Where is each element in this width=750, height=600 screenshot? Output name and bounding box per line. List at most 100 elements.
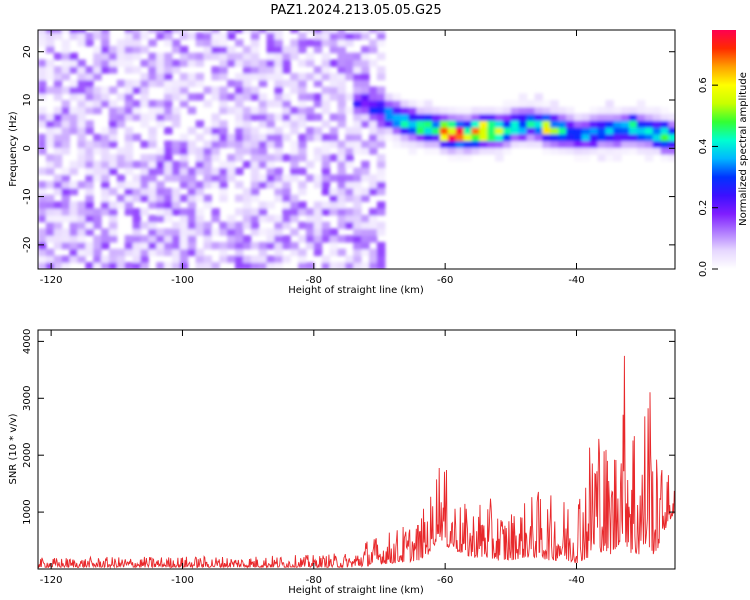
heatmap-cell	[424, 113, 433, 121]
heatmap-cell	[337, 113, 346, 121]
heatmap-cell	[77, 221, 86, 230]
heatmap-cell	[274, 86, 283, 94]
heatmap-cell	[187, 208, 197, 216]
heatmap-cell	[432, 106, 441, 115]
heatmap-cell	[124, 79, 134, 88]
heatmap-cell	[148, 133, 157, 142]
heatmap-cell	[77, 228, 86, 236]
heatmap-cell	[53, 30, 63, 34]
heatmap-cell	[93, 208, 102, 216]
heatmap-cell	[242, 221, 252, 230]
heatmap-cell	[329, 32, 339, 40]
heatmap-cell	[282, 181, 291, 189]
heatmap-cell	[53, 127, 63, 135]
heatmap-cell	[101, 228, 110, 236]
heatmap-cell	[53, 154, 63, 162]
heatmap-cell	[187, 242, 197, 250]
heatmap-cell	[93, 66, 102, 74]
heatmap-cell	[274, 147, 283, 155]
heatmap-cell	[101, 235, 110, 243]
heatmap-cell	[172, 66, 181, 74]
heatmap-cell	[116, 262, 126, 269]
heatmap-cell	[195, 214, 205, 223]
heatmap-cell	[116, 181, 126, 189]
heatmap-cell	[274, 52, 283, 61]
heatmap-cell	[172, 255, 181, 263]
heatmap-cell	[542, 100, 551, 108]
heatmap-cell	[566, 140, 575, 148]
heatmap-cell	[93, 248, 102, 257]
heatmap-cell	[384, 113, 394, 121]
heatmap-cell	[518, 113, 528, 121]
heatmap-cell	[668, 113, 675, 121]
heatmap-cell	[298, 106, 307, 115]
heatmap-cell	[85, 66, 94, 74]
heatmap-cell	[38, 187, 47, 196]
heatmap-cell	[53, 120, 63, 128]
heatmap-cell	[668, 147, 675, 155]
heatmap-cell	[282, 194, 291, 202]
heatmap-cell	[337, 147, 346, 155]
heatmap-cell	[526, 140, 536, 148]
heatmap-cell	[258, 133, 268, 142]
heatmap-cell	[116, 52, 126, 61]
heatmap-cell	[227, 221, 236, 230]
heatmap-cell	[211, 86, 220, 94]
heatmap-cell	[85, 73, 94, 81]
heatmap-cell	[164, 73, 173, 81]
heatmap-cell	[266, 160, 275, 169]
heatmap-cell	[321, 167, 331, 175]
heatmap-cell	[566, 113, 575, 121]
heatmap-cell	[187, 79, 197, 88]
heatmap-cell	[227, 133, 236, 142]
heatmap-cell	[613, 127, 622, 135]
heatmap-cell	[148, 214, 157, 223]
heatmap-cell	[321, 106, 331, 115]
heatmap-cell	[369, 208, 378, 216]
heatmap-cell	[101, 30, 110, 34]
heatmap-cell	[266, 127, 275, 135]
heatmap-cell	[124, 59, 134, 67]
heatmap-cell	[313, 45, 323, 54]
heatmap-cell	[313, 221, 323, 230]
heatmap-cell	[101, 140, 110, 148]
heatmap-cell	[69, 52, 78, 61]
heatmap-cell	[203, 39, 212, 47]
heatmap-cell	[353, 174, 362, 182]
heatmap-cell	[108, 133, 118, 142]
heatmap-cell	[61, 59, 71, 67]
heatmap-cell	[164, 228, 173, 236]
heatmap-cell	[369, 140, 378, 148]
heatmap-cell	[77, 235, 86, 243]
heatmap-cell	[258, 66, 268, 74]
heatmap-cell	[148, 66, 157, 74]
heatmap-cell	[581, 140, 591, 148]
heatmap-cell	[376, 133, 386, 142]
heatmap-cell	[195, 52, 205, 61]
heatmap-cell	[337, 140, 346, 148]
heatmap-cell	[282, 242, 291, 250]
heatmap-cell	[38, 147, 47, 155]
heatmap-cell	[376, 39, 386, 47]
y-tick-label: -10	[22, 188, 33, 204]
heatmap-cell	[235, 127, 244, 135]
heatmap-cell	[636, 140, 646, 148]
heatmap-cell	[447, 120, 457, 128]
heatmap-cell	[93, 133, 102, 142]
heatmap-cell	[132, 174, 142, 182]
heatmap-cell	[329, 30, 339, 34]
heatmap-cell	[376, 221, 386, 230]
heatmap-cell	[313, 154, 323, 162]
heatmap-cell	[242, 208, 252, 216]
heatmap-cell	[53, 242, 63, 250]
heatmap-cell	[353, 194, 362, 202]
heatmap-cell	[250, 262, 260, 269]
heatmap-cell	[305, 221, 315, 230]
heatmap-cell	[313, 73, 323, 81]
heatmap-cell	[242, 59, 252, 67]
heatmap-cell	[369, 147, 378, 155]
heatmap-cell	[353, 59, 362, 67]
heatmap-cell	[132, 214, 142, 223]
heatmap-cell	[179, 52, 189, 61]
heatmap-cell	[353, 248, 362, 257]
